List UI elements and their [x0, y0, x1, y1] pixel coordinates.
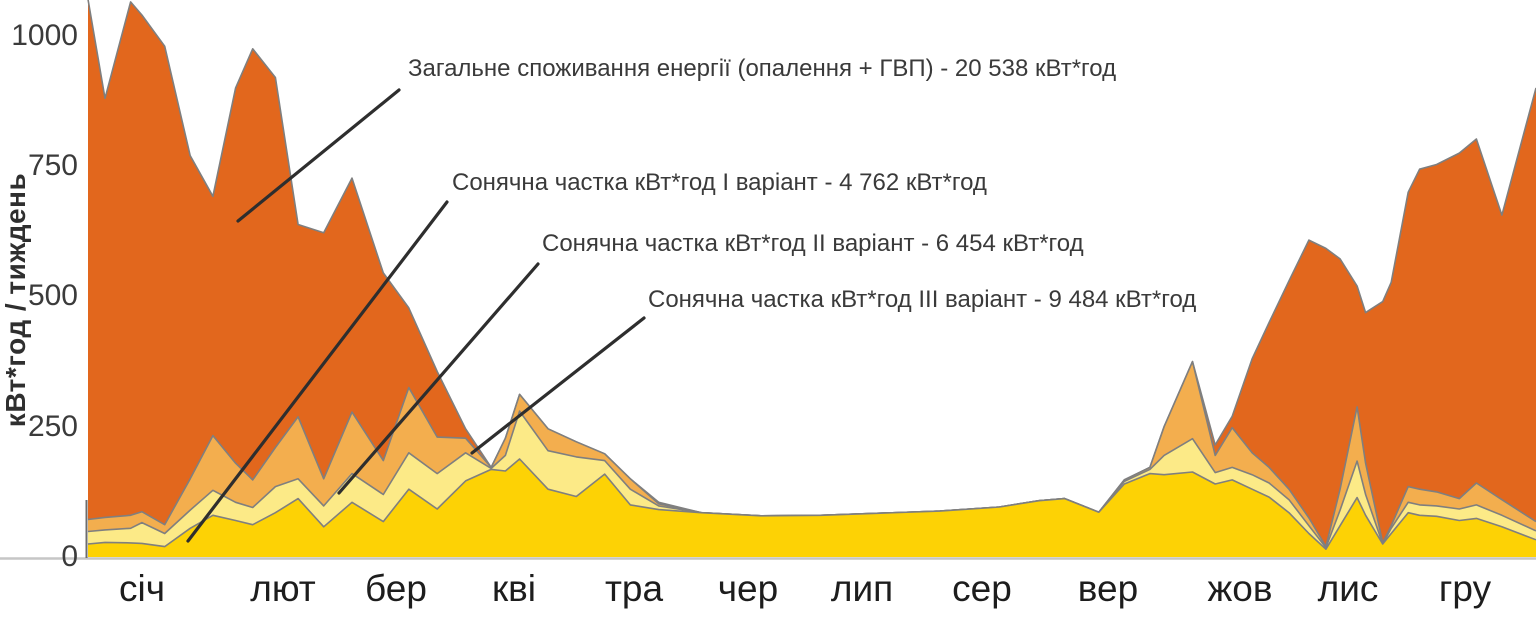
y-tick-label-250: 250	[27, 410, 78, 443]
leader-line-variant-2	[337, 262, 540, 495]
month-label-1: січ	[119, 568, 165, 609]
month-label-5: тра	[604, 568, 664, 609]
month-label-9: вер	[1077, 568, 1139, 609]
month-label-8: сер	[952, 568, 1012, 609]
leader-line-variant-1	[186, 200, 449, 543]
leader-line-total	[236, 88, 401, 223]
y-tick-label-1000: 1000	[11, 19, 78, 52]
month-label-10: жов	[1207, 568, 1273, 609]
y-tick-label-500: 500	[27, 279, 78, 312]
month-label-2: лют	[250, 568, 316, 609]
annotation-solar-variant-3: Сонячна частка кВт*год III варіант - 9 4…	[648, 286, 1197, 313]
month-label-12: гру	[1438, 568, 1492, 609]
area-solar-variant-1	[88, 459, 1536, 557]
month-label-6: чер	[717, 568, 779, 609]
month-label-11: лис	[1317, 568, 1379, 609]
y-tick-label-750: 750	[27, 149, 78, 182]
y-tick-label-0: 0	[61, 540, 78, 573]
month-label-4: кві	[491, 568, 537, 609]
leader-line-variant-3	[470, 316, 646, 455]
month-label-3: бер	[365, 568, 427, 609]
area-solar-variant-1-outline	[87, 458, 1536, 550]
annotation-solar-variant-2: Сонячна частка кВт*год II варіант - 6 45…	[542, 230, 1084, 257]
annotation-solar-variant-1: Сонячна частка кВт*год I варіант - 4 762…	[452, 169, 987, 196]
annotation-total-consumption: Загальне споживання енергії (опалення + …	[408, 55, 1117, 82]
month-label-7: лип	[830, 568, 894, 609]
